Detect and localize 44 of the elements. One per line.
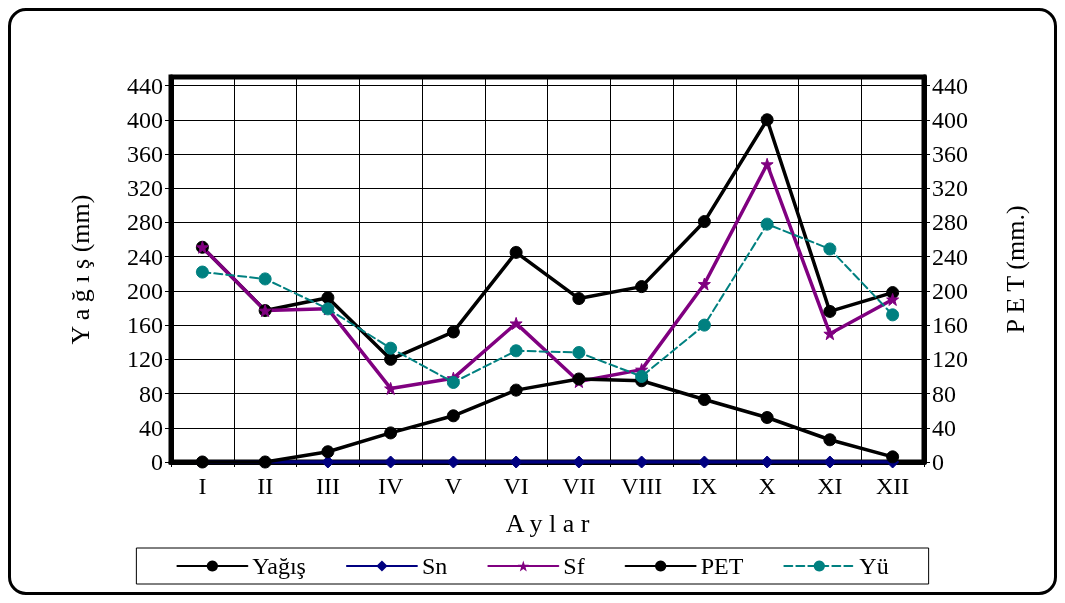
x-tick-label: IV bbox=[377, 473, 404, 499]
x-tick-label: V bbox=[444, 473, 463, 499]
y-tick-label: 120 bbox=[127, 346, 163, 373]
y-tick-label: 360 bbox=[127, 141, 163, 167]
x-tick-label: X bbox=[758, 473, 776, 499]
x-tick-label: I bbox=[198, 473, 207, 499]
legend-label: Yü bbox=[859, 553, 889, 579]
y-axis-title: Y a ğ ı ş (mm) bbox=[65, 194, 95, 345]
x-tick-label: VIII bbox=[620, 473, 663, 499]
y2-tick-label: 40 bbox=[932, 414, 956, 441]
x-tick-label: II bbox=[257, 473, 274, 499]
legend-label: Sn bbox=[421, 553, 448, 579]
y2-axis-title: P E T (mm.) bbox=[1000, 205, 1030, 334]
legend-label: PET bbox=[700, 553, 744, 579]
y-tick-label: 240 bbox=[127, 243, 163, 270]
x-axis-title: A y l a r bbox=[505, 508, 590, 538]
y-tick-label: 40 bbox=[139, 414, 163, 441]
y2-tick-label: 280 bbox=[932, 209, 968, 236]
y2-tick-label: 120 bbox=[932, 346, 968, 373]
legend-label: Sf bbox=[563, 553, 585, 579]
x-tick-label: XII bbox=[875, 473, 910, 499]
x-tick-label: VII bbox=[562, 473, 596, 499]
y-tick-label: 440 bbox=[127, 72, 163, 99]
y-tick-label: 400 bbox=[127, 106, 163, 133]
y2-tick-label: 80 bbox=[932, 380, 956, 407]
x-tick-label: XI bbox=[817, 473, 843, 499]
x-tick-label: IX bbox=[691, 473, 718, 499]
y2-tick-label: 160 bbox=[932, 312, 968, 339]
y-tick-label: 320 bbox=[127, 175, 163, 202]
y2-tick-label: 200 bbox=[932, 277, 968, 304]
x-tick-label: VI bbox=[503, 473, 529, 499]
y2-tick-label: 360 bbox=[932, 141, 968, 167]
y-tick-label: 200 bbox=[127, 277, 163, 304]
y-tick-label: 160 bbox=[127, 312, 163, 339]
y-tick-label: 280 bbox=[127, 209, 163, 236]
y2-tick-label: 400 bbox=[932, 106, 968, 133]
y2-tick-label: 320 bbox=[932, 175, 968, 202]
y2-tick-label: 240 bbox=[932, 243, 968, 270]
y2-tick-label: 0 bbox=[932, 449, 944, 475]
y2-tick-label: 440 bbox=[932, 72, 968, 99]
y-tick-label: 80 bbox=[139, 380, 163, 407]
legend-label: Yağış bbox=[252, 553, 306, 579]
x-tick-label: III bbox=[315, 473, 340, 499]
y-tick-label: 0 bbox=[151, 449, 163, 475]
